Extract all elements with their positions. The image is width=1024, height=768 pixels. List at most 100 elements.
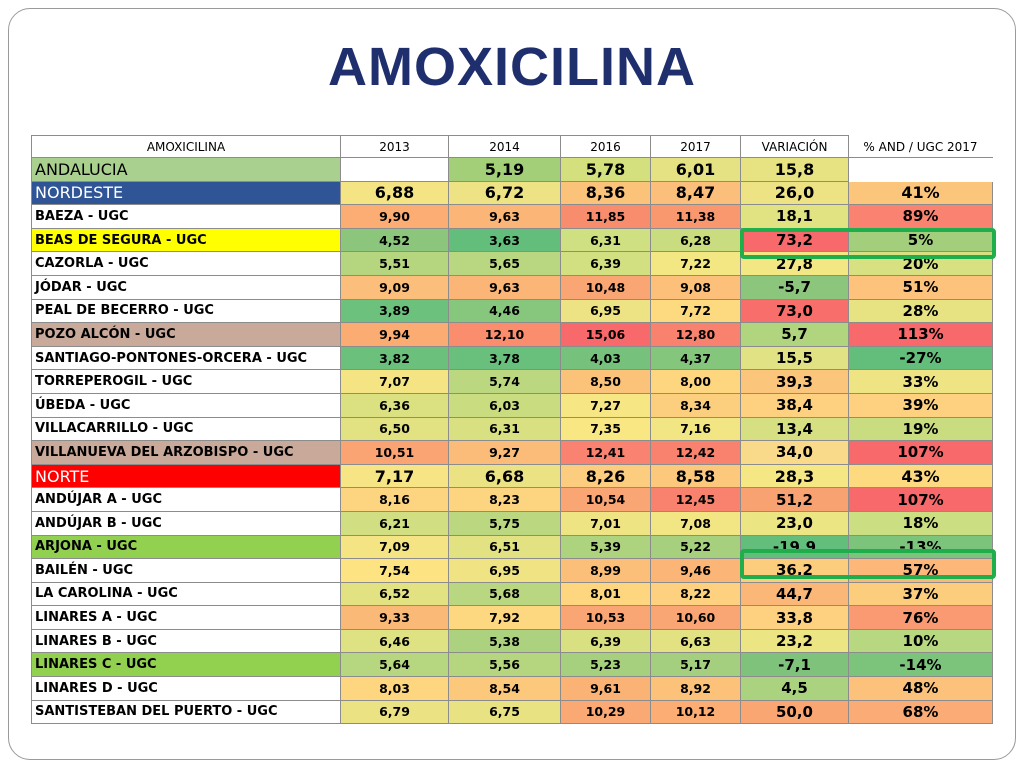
cell-val-2016: 6,39 — [560, 628, 651, 654]
cell-val-2017: 7,22 — [650, 251, 741, 276]
cell-val-2014: 3,63 — [448, 227, 561, 253]
cell-pct-and-ugc-2017: 48% — [848, 676, 993, 701]
cell-val-2016: 8,01 — [560, 581, 651, 607]
cell-val-2016: 10,48 — [560, 274, 651, 300]
cell-variacion: 4,5 — [740, 676, 849, 701]
cell-val-2013: 3,89 — [340, 298, 449, 324]
cell-pct-and-ugc-2017: 41% — [848, 180, 993, 206]
row-label: LINARES A - UGC — [31, 605, 341, 630]
row-label: BEAS DE SEGURA - UGC — [31, 227, 341, 253]
cell-val-2017: 9,46 — [650, 558, 741, 583]
cell-val-2014: 6,75 — [448, 699, 561, 725]
cell-pct-and-ugc-2017: 43% — [848, 463, 993, 489]
header-2016: 2016 — [560, 135, 651, 158]
cell-val-2017: 5,22 — [650, 534, 741, 560]
row-label: JÓDAR - UGC — [31, 274, 341, 300]
cell-val-2017: 10,60 — [650, 605, 741, 630]
cell-val-2013: 8,03 — [340, 676, 449, 701]
header-2014: 2014 — [448, 135, 561, 158]
cell-val-2013: 9,90 — [340, 204, 449, 229]
cell-val-2017: 5,17 — [650, 652, 741, 678]
cell-val-2016: 6,39 — [560, 251, 651, 276]
cell-variacion: -7,1 — [740, 652, 849, 678]
cell-val-2016: 8,26 — [560, 463, 651, 489]
cell-pct-and-ugc-2017: 68% — [848, 699, 993, 725]
row-label: ÚBEDA - UGC — [31, 392, 341, 418]
cell-pct-and-ugc-2017: -14% — [848, 652, 993, 678]
cell-variacion: 13,4 — [740, 416, 849, 442]
row-label: ANDALUCIA — [31, 157, 341, 182]
row-label: LINARES D - UGC — [31, 676, 341, 701]
cell-val-2017: 6,63 — [650, 628, 741, 654]
cell-val-2013: 5,51 — [340, 251, 449, 276]
cell-val-2014: 6,72 — [448, 180, 561, 206]
row-label: SANTISTEBAN DEL PUERTO - UGC — [31, 699, 341, 725]
cell-val-2017: 12,80 — [650, 322, 741, 347]
table-row: LA CAROLINA - UGC 6,52 5,68 8,01 8,22 44,7 37% — [31, 581, 993, 607]
cell-pct-and-ugc-2017: 33% — [848, 369, 993, 394]
cell-val-2017: 8,47 — [650, 180, 741, 206]
row-label: NORTE — [31, 463, 341, 489]
cell-val-2017: 12,42 — [650, 440, 741, 465]
row-label: LA CAROLINA - UGC — [31, 581, 341, 607]
row-label: BAEZA - UGC — [31, 204, 341, 229]
cell-val-2013: 7,09 — [340, 534, 449, 560]
cell-pct-and-ugc-2017: 19% — [848, 416, 993, 442]
cell-pct-and-ugc-2017: 76% — [848, 605, 993, 630]
row-label: SANTIAGO-PONTONES-ORCERA - UGC — [31, 345, 341, 371]
cell-val-2016: 7,27 — [560, 392, 651, 418]
cell-pct-and-ugc-2017: 10% — [848, 628, 993, 654]
cell-val-2013: 7,54 — [340, 558, 449, 583]
table-row: ARJONA - UGC 7,09 6,51 5,39 5,22 -19.9 -13% — [31, 534, 993, 560]
cell-variacion: 28,3 — [740, 463, 849, 489]
cell-val-2014: 12,10 — [448, 322, 561, 347]
cell-val-2017: 8,22 — [650, 581, 741, 607]
cell-val-2013: 9,94 — [340, 322, 449, 347]
cell-variacion: 27,8 — [740, 251, 849, 276]
cell-variacion: 23,0 — [740, 510, 849, 536]
cell-val-2014: 7,92 — [448, 605, 561, 630]
cell-variacion: 73,2 — [740, 227, 849, 253]
cell-val-2013: 10,51 — [340, 440, 449, 465]
cell-val-2017: 9,08 — [650, 274, 741, 300]
cell-val-2017: 8,34 — [650, 392, 741, 418]
cell-val-2016: 5,78 — [560, 157, 651, 182]
table-row: ANDÚJAR A - UGC 8,16 8,23 10,54 12,45 51,2 107… — [31, 487, 993, 512]
cell-val-2016: 7,01 — [560, 510, 651, 536]
cell-val-2017: 7,08 — [650, 510, 741, 536]
cell-val-2013: 4,52 — [340, 227, 449, 253]
cell-variacion: 23,2 — [740, 628, 849, 654]
cell-val-2016: 10,54 — [560, 487, 651, 512]
cell-variacion: 18,1 — [740, 204, 849, 229]
table-row: NORTE 7,17 6,68 8,26 8,58 28,3 43% — [31, 463, 993, 489]
cell-val-2013: 3,82 — [340, 345, 449, 371]
row-label: BAILÉN - UGC — [31, 558, 341, 583]
header-row: AMOXICILINA 2013 2014 2016 2017 VARIACIÓ… — [31, 135, 993, 158]
cell-val-2014: 9,63 — [448, 204, 561, 229]
cell-pct-and-ugc-2017: 28% — [848, 298, 993, 324]
cell-val-2013: 7,07 — [340, 369, 449, 394]
cell-pct-and-ugc-2017: 57% — [848, 558, 993, 583]
cell-val-2017: 6,01 — [650, 157, 741, 182]
cell-val-2014: 5,74 — [448, 369, 561, 394]
row-label: ANDÚJAR A - UGC — [31, 487, 341, 512]
cell-val-2016: 6,31 — [560, 227, 651, 253]
table-row: CAZORLA - UGC 5,51 5,65 6,39 7,22 27,8 20% — [31, 251, 993, 276]
cell-val-2016: 7,35 — [560, 416, 651, 442]
cell-val-2013: 6,21 — [340, 510, 449, 536]
cell-pct-and-ugc-2017: 5% — [848, 227, 993, 253]
cell-pct-and-ugc-2017: 107% — [848, 487, 993, 512]
header-variacion: VARIACIÓN — [740, 135, 849, 158]
cell-val-2013: 6,79 — [340, 699, 449, 725]
cell-variacion: -19.9 — [740, 534, 849, 560]
cell-val-2017: 8,58 — [650, 463, 741, 489]
cell-variacion: 39,3 — [740, 369, 849, 394]
cell-pct-and-ugc-2017 — [848, 157, 993, 182]
cell-pct-and-ugc-2017: 89% — [848, 204, 993, 229]
cell-val-2014: 3,78 — [448, 345, 561, 371]
table-row: TORREPEROGIL - UGC 7,07 5,74 8,50 8,00 39,3 33… — [31, 369, 993, 394]
cell-pct-and-ugc-2017: 113% — [848, 322, 993, 347]
table-row: ANDALUCIA 5,19 5,78 6,01 15,8 — [31, 157, 993, 182]
cell-val-2014: 5,65 — [448, 251, 561, 276]
cell-val-2014: 6,68 — [448, 463, 561, 489]
